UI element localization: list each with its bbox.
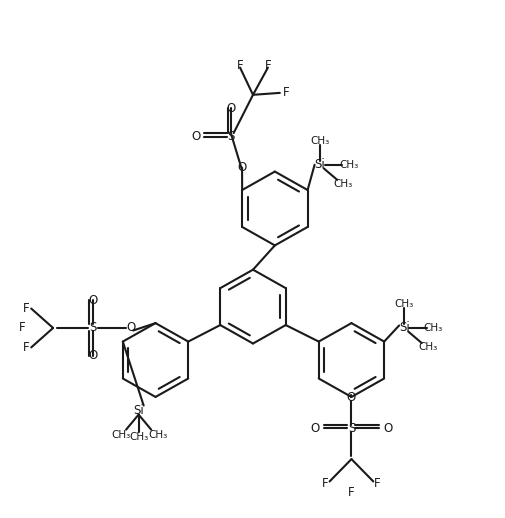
Text: F: F <box>347 486 354 499</box>
Text: CH₃: CH₃ <box>111 430 130 440</box>
Text: O: O <box>310 422 319 435</box>
Text: F: F <box>373 478 380 491</box>
Text: CH₃: CH₃ <box>394 299 413 309</box>
Text: O: O <box>346 392 356 405</box>
Text: O: O <box>383 422 392 435</box>
Text: CH₃: CH₃ <box>148 430 167 440</box>
Text: O: O <box>88 349 97 362</box>
Text: F: F <box>264 59 271 71</box>
Text: CH₃: CH₃ <box>310 136 329 146</box>
Text: CH₃: CH₃ <box>129 431 148 442</box>
Text: O: O <box>191 130 200 143</box>
Text: S: S <box>347 422 355 435</box>
Text: CH₃: CH₃ <box>418 342 437 352</box>
Text: O: O <box>226 102 235 114</box>
Text: F: F <box>23 341 29 354</box>
Text: Si: Si <box>398 322 409 335</box>
Text: Si: Si <box>314 159 324 171</box>
Text: F: F <box>322 478 328 491</box>
Text: S: S <box>89 322 96 335</box>
Text: O: O <box>126 322 135 335</box>
Text: F: F <box>236 59 243 71</box>
Text: O: O <box>237 161 246 174</box>
Text: F: F <box>23 302 29 315</box>
Text: CH₃: CH₃ <box>423 323 442 333</box>
Text: F: F <box>19 322 25 335</box>
Text: S: S <box>227 130 234 143</box>
Text: CH₃: CH₃ <box>333 179 352 189</box>
Text: O: O <box>88 294 97 307</box>
Text: Si: Si <box>133 404 144 417</box>
Text: F: F <box>282 87 289 99</box>
Text: CH₃: CH₃ <box>338 160 358 170</box>
